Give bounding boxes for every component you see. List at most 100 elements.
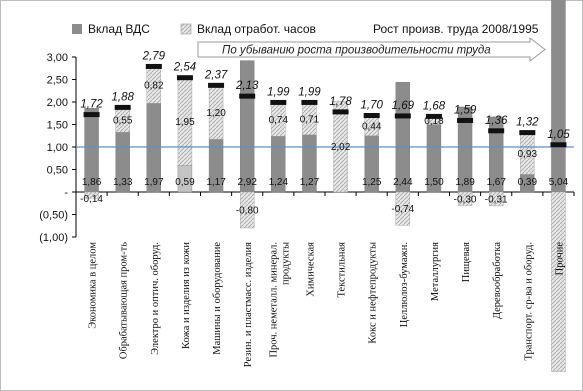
growth-label: 1,59: [454, 104, 477, 116]
growth-marker: [239, 93, 256, 99]
hours-value-label: -0,74: [391, 204, 414, 215]
growth-marker: [208, 82, 225, 88]
vds-value-label: 1,27: [300, 177, 320, 188]
legend-label-growth: Рост произв. труда 2008/1995: [373, 22, 539, 36]
plot-area: 3,00 2,50 2,00 1,50 1,00 0,50 - (0,50) (1,00) 1,7…: [39, 0, 575, 372]
growth-marker: [550, 142, 567, 148]
vds-value-label: 1,25: [362, 177, 382, 188]
y-tick-label: (0,50): [39, 210, 68, 222]
bar-hours: [457, 191, 473, 206]
category-label: Текстильная: [337, 242, 348, 298]
hours-value-label: 0,44: [362, 121, 382, 132]
growth-label: 1,32: [516, 117, 539, 129]
growth-label: 1,70: [360, 100, 383, 112]
vds-value-label: 1,97: [144, 177, 164, 188]
growth-marker: [425, 113, 442, 119]
category-label: Экономика в целом: [88, 242, 99, 329]
hours-value-label: 0,82: [144, 80, 164, 91]
legend-swatch-vds: [72, 24, 82, 34]
growth-label: 2,37: [204, 69, 228, 81]
growth-marker: [301, 99, 318, 105]
hours-value-label: 2,02: [331, 142, 351, 153]
category-label: Транспорт. ср-ва и оборуд.: [523, 242, 534, 361]
bar-hours: [488, 191, 504, 207]
hours-value-label: -0,31: [485, 194, 508, 205]
growth-marker: [114, 104, 131, 110]
vds-value-label: 1,24: [269, 177, 289, 188]
growth-label: 2,13: [235, 80, 259, 92]
y-tick-label: 3,00: [47, 52, 68, 64]
hours-value-label: -0,30: [454, 194, 477, 205]
hours-value-label: -0,80: [236, 206, 259, 217]
growth-marker: [457, 117, 474, 123]
y-tick-label: -: [64, 187, 68, 199]
growth-marker: [145, 63, 162, 69]
growth-marker: [363, 113, 380, 118]
growth-label: 1,78: [329, 96, 352, 108]
growth-marker: [519, 130, 536, 136]
banner-text: По убыванию роста производительности тру…: [222, 45, 491, 57]
bar-hours: [84, 191, 99, 199]
y-tick-label: 1,50: [47, 120, 68, 132]
growth-label: 1,88: [111, 91, 134, 103]
vds-value-label: 0,59: [175, 177, 195, 188]
vds-value-label: 1,89: [455, 177, 475, 188]
growth-label: 1,72: [80, 99, 103, 111]
growth-marker: [270, 99, 287, 105]
growth-marker: [394, 113, 411, 119]
vds-value-label: 1,86: [82, 177, 102, 188]
vds-value-label: 1,50: [424, 177, 444, 188]
category-label: Целлюлоз-бумажн.: [399, 242, 410, 327]
bar-hours: [395, 191, 411, 226]
legend: Вклад ВДС Вклад отработ. часов Рост прои…: [72, 22, 539, 36]
growth-label: 1,36: [485, 115, 508, 127]
growth-marker: [332, 109, 349, 115]
bar-hours: [239, 191, 255, 229]
y-tick-label: 1,00: [47, 142, 68, 154]
bar-hours: [551, 191, 566, 372]
growth-label: 1,99: [298, 86, 321, 98]
category-label: Кожа и изделия из кожи: [181, 242, 192, 349]
hours-value-label: 0,55: [113, 115, 133, 126]
category-label: Резин. и пластмасс. изделия: [243, 242, 254, 367]
hours-value-label: 1,95: [175, 117, 195, 128]
growth-marker: [83, 112, 100, 118]
category-label: продукты: [280, 242, 291, 285]
category-label: Обрабатывающая пром-ть: [119, 242, 130, 359]
growth-label: 1,05: [547, 129, 570, 141]
category-label: Химическая: [305, 242, 316, 297]
growth-label: 1,68: [423, 100, 446, 112]
growth-label: 2,54: [173, 62, 196, 74]
y-tick-label: 2,50: [47, 75, 68, 87]
growth-marker: [176, 75, 193, 81]
legend-swatch-hours: [180, 23, 192, 35]
growth-label: 2,79: [142, 50, 166, 62]
category-label: Прочие: [554, 242, 565, 276]
vds-value-label: 5,04: [549, 177, 569, 188]
hours-value-label: 0,93: [518, 149, 538, 160]
growth-marker: [488, 128, 505, 134]
y-tick-label: (1,00): [39, 232, 68, 244]
category-label: Электро и оптич. оборуд.: [150, 242, 161, 355]
category-label: Машины и оборудование: [212, 242, 223, 355]
legend-label-hours: Вклад отработ. часов: [197, 22, 316, 36]
bar-vds: [551, 0, 566, 193]
vds-value-label: 2,92: [237, 177, 257, 188]
hours-value-label: -0,14: [80, 194, 103, 205]
vds-value-label: 1,17: [206, 177, 226, 188]
vds-value-label: 1,33: [113, 177, 133, 188]
vds-value-label: 2,44: [393, 177, 413, 188]
category-label: Металлургия: [430, 242, 441, 301]
sort-banner: По убыванию роста производительности тру…: [197, 36, 546, 63]
category-label: Пищевая: [461, 242, 472, 282]
hours-value-label: 0,71: [300, 114, 320, 125]
growth-label: 1,69: [392, 100, 415, 112]
hours-value-label: 0,18: [424, 116, 444, 127]
vds-value-label: 0,39: [518, 177, 538, 188]
legend-label-vds: Вклад ВДС: [88, 22, 150, 36]
banner-arrow: [197, 36, 546, 63]
hours-value-label: 0,74: [269, 115, 289, 126]
category-label: Деревообработка: [492, 242, 503, 319]
hours-value-label: 1,20: [206, 108, 226, 119]
